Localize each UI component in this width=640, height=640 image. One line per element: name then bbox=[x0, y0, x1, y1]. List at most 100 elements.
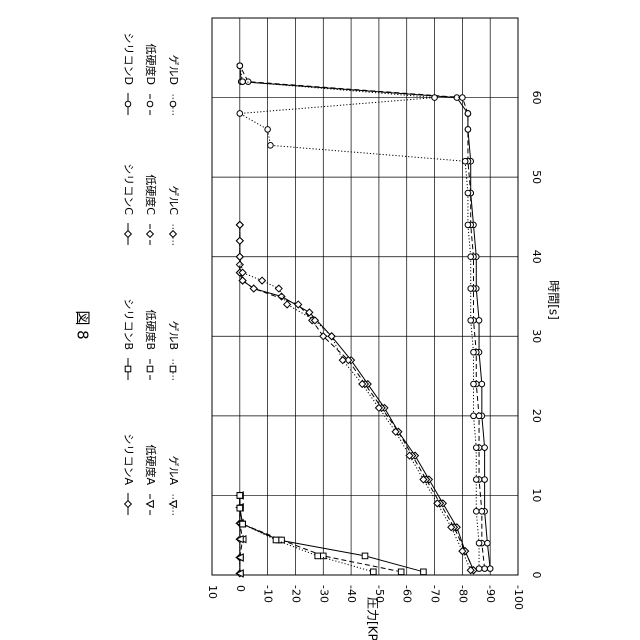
data-point bbox=[462, 158, 468, 164]
data-point bbox=[315, 553, 321, 559]
data-point bbox=[398, 569, 404, 575]
data-point bbox=[476, 413, 482, 419]
data-point bbox=[265, 127, 271, 133]
data-point bbox=[240, 521, 246, 527]
data-point bbox=[473, 445, 479, 451]
y-tick-label: -60 bbox=[401, 585, 414, 603]
data-point bbox=[170, 231, 177, 238]
data-point bbox=[236, 253, 243, 260]
legend-label: シリコンB bbox=[122, 298, 135, 350]
legend-label: シリコンD bbox=[122, 33, 135, 85]
x-tick-label: 30 bbox=[530, 329, 543, 343]
data-point bbox=[125, 501, 132, 508]
x-axis-label: 時間[s] bbox=[547, 280, 561, 320]
legend-item: 低硬度D bbox=[144, 44, 158, 115]
legend-label: シリコンC bbox=[122, 163, 135, 215]
data-point bbox=[471, 349, 477, 355]
series-ゲルB bbox=[237, 493, 376, 575]
legend-label: ゲルC bbox=[167, 185, 180, 215]
data-point bbox=[476, 540, 482, 546]
data-point bbox=[476, 318, 482, 324]
data-point bbox=[147, 101, 153, 107]
data-point bbox=[465, 111, 471, 117]
data-point bbox=[125, 101, 131, 107]
data-point bbox=[371, 569, 377, 575]
legend-item: ゲルC bbox=[167, 185, 180, 245]
data-point bbox=[275, 285, 282, 292]
series-line bbox=[240, 225, 474, 570]
x-tick-label: 0 bbox=[530, 572, 543, 579]
data-point bbox=[236, 221, 243, 228]
series-低硬度C bbox=[236, 221, 476, 573]
legend-label: 低硬度C bbox=[144, 174, 158, 215]
data-point bbox=[487, 566, 493, 572]
axes: 100-10-20-30-40-50-60-70-80-90-100010203… bbox=[206, 91, 543, 610]
y-tick-label: -20 bbox=[289, 585, 302, 603]
data-point bbox=[259, 277, 266, 284]
data-point bbox=[479, 509, 485, 515]
data-point bbox=[482, 477, 488, 483]
legend-item: シリコンC bbox=[122, 163, 135, 245]
data-point bbox=[473, 509, 479, 515]
legend-label: 低硬度B bbox=[144, 309, 158, 350]
data-point bbox=[471, 413, 477, 419]
x-tick-label: 40 bbox=[530, 250, 543, 264]
series-line bbox=[240, 66, 479, 569]
grid bbox=[212, 18, 518, 575]
x-tick-label: 10 bbox=[530, 488, 543, 502]
data-point bbox=[237, 505, 243, 511]
y-axis-label: 圧力[KPA] bbox=[366, 597, 380, 640]
data-point bbox=[465, 222, 471, 228]
data-point bbox=[362, 553, 368, 559]
data-point bbox=[236, 237, 243, 244]
data-point bbox=[170, 366, 176, 372]
series-line bbox=[240, 225, 471, 570]
data-point bbox=[482, 566, 488, 572]
data-point bbox=[147, 231, 154, 238]
data-point bbox=[237, 111, 243, 117]
legend-label: 低硬度D bbox=[144, 44, 158, 85]
y-tick-label: -40 bbox=[345, 585, 358, 603]
data-point bbox=[468, 318, 474, 324]
x-tick-label: 60 bbox=[530, 91, 543, 105]
data-point bbox=[268, 143, 274, 149]
series-ゲルC bbox=[236, 221, 474, 573]
series-シリコンC bbox=[236, 221, 476, 573]
data-point bbox=[465, 190, 471, 196]
data-point bbox=[237, 493, 243, 499]
data-point bbox=[460, 95, 466, 101]
legend-item: ゲルB bbox=[167, 320, 180, 380]
legend-item: 低硬度A bbox=[144, 444, 158, 515]
data-point bbox=[479, 381, 485, 387]
data-point bbox=[125, 231, 132, 238]
data-point bbox=[468, 286, 474, 292]
series-line bbox=[240, 66, 485, 569]
data-point bbox=[240, 79, 246, 85]
data-point bbox=[432, 95, 438, 101]
x-tick-label: 50 bbox=[530, 170, 543, 184]
y-tick-label: -30 bbox=[317, 585, 330, 603]
legend-item: ゲルD bbox=[167, 55, 180, 115]
y-tick-label: -70 bbox=[429, 585, 442, 603]
y-tick-label: 10 bbox=[206, 585, 219, 599]
legend-label: ゲルD bbox=[167, 55, 180, 85]
data-point bbox=[421, 569, 427, 575]
chart-title: 図 8 bbox=[74, 310, 92, 339]
legend-label: シリコンA bbox=[122, 433, 135, 485]
data-point bbox=[482, 445, 488, 451]
series-シリコンB bbox=[237, 493, 426, 575]
data-point bbox=[273, 537, 279, 543]
data-point bbox=[473, 477, 479, 483]
legend-item: ゲルA bbox=[167, 455, 180, 515]
series-line bbox=[240, 66, 490, 569]
data-point bbox=[468, 254, 474, 260]
data-point bbox=[476, 566, 482, 572]
legend-item: 低硬度B bbox=[144, 309, 158, 380]
x-tick-label: 20 bbox=[530, 409, 543, 423]
legend-label: ゲルB bbox=[167, 320, 180, 350]
series-layer bbox=[236, 63, 493, 577]
y-tick-label: -90 bbox=[484, 585, 497, 603]
y-tick-label: -100 bbox=[512, 585, 525, 610]
data-point bbox=[485, 540, 491, 546]
